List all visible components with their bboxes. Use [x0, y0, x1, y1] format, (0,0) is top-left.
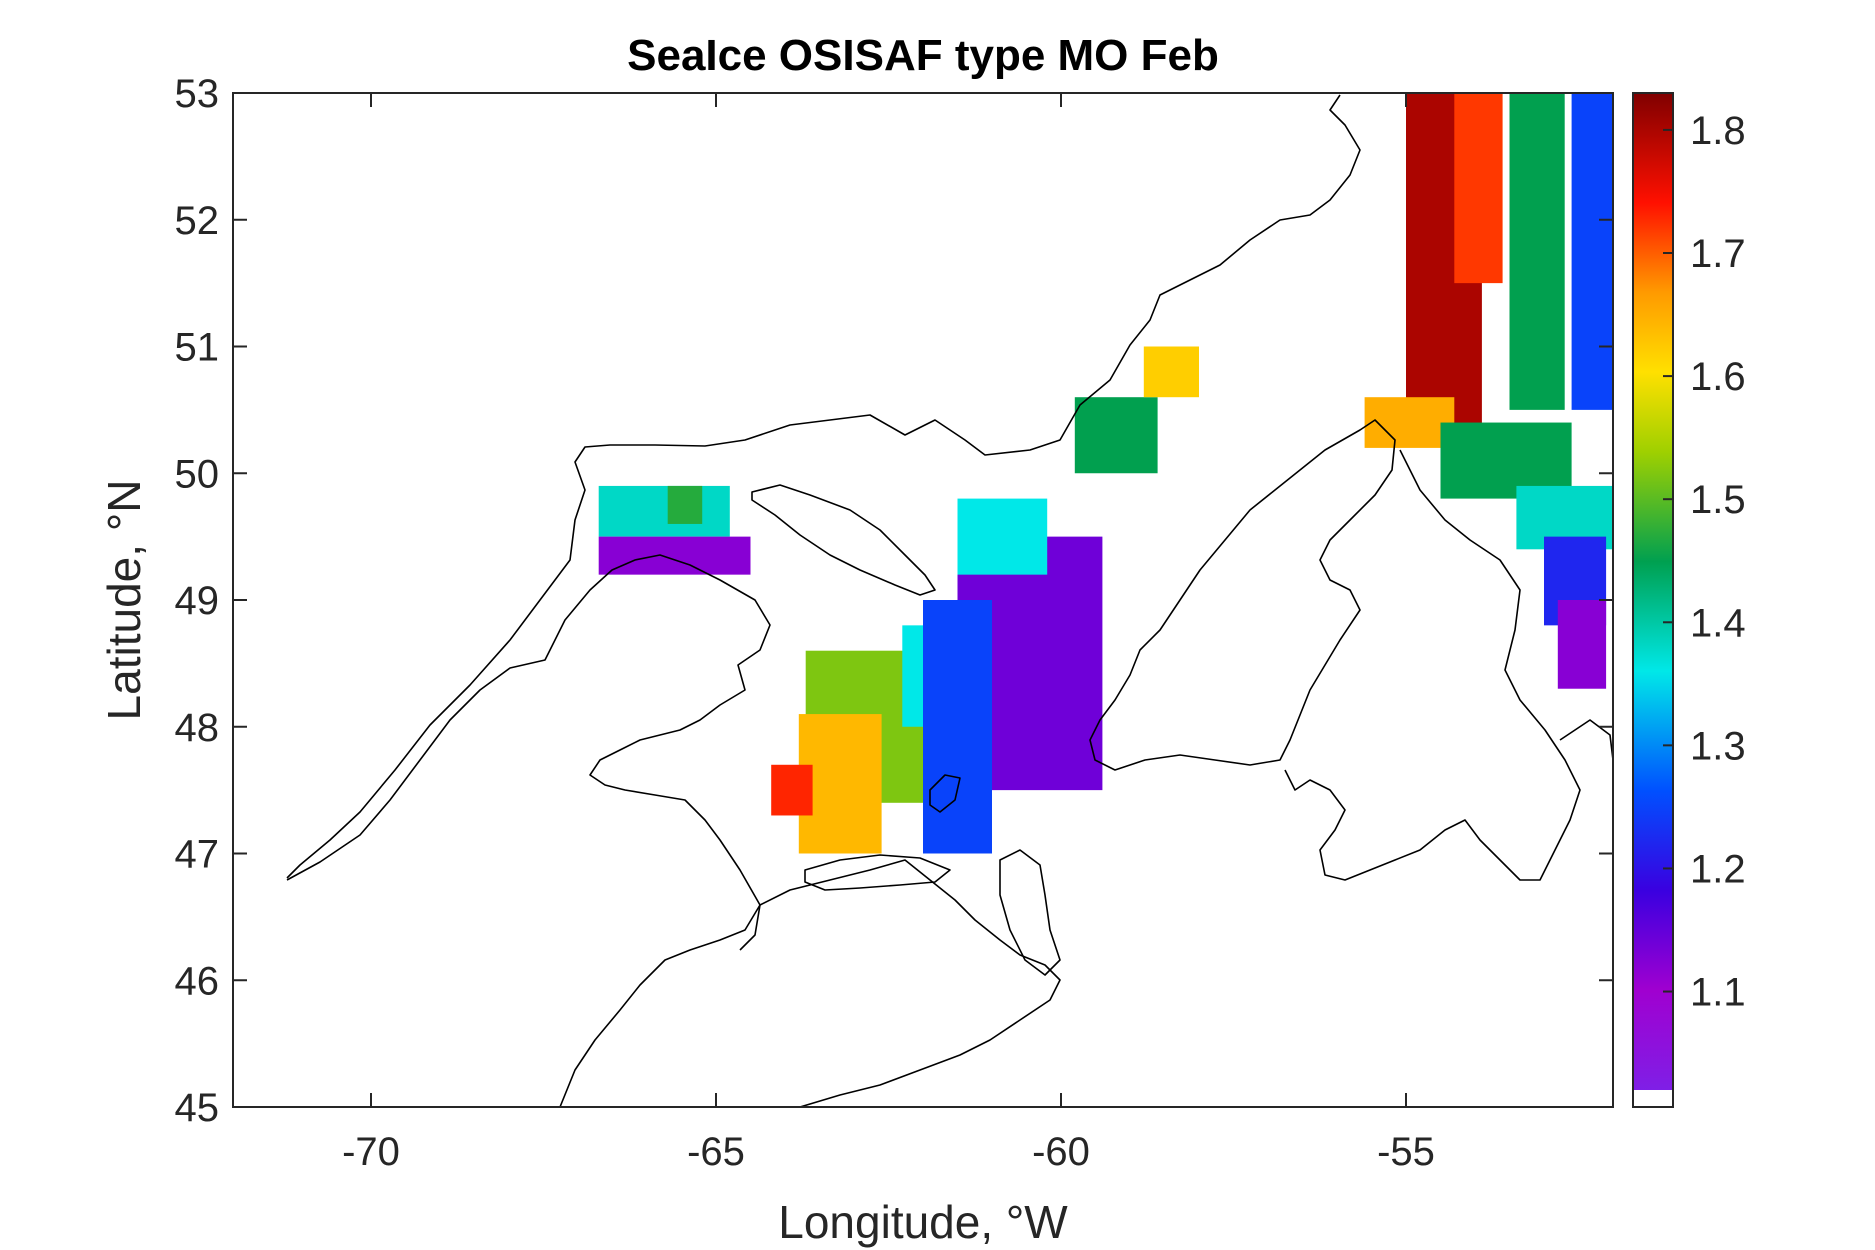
- ice-cell-region: [598, 536, 751, 575]
- colorbar: 1.8 1.7 1.6 1.5 1.4 1.3 1.2 1.1: [1632, 92, 1746, 1108]
- y-axis-title: Latitude, °N: [98, 480, 150, 721]
- x-tick-label: -60: [1032, 1130, 1090, 1174]
- coastline-magdalen: [929, 774, 961, 813]
- coastline-north-shore: [286, 94, 1361, 879]
- y-tick-label: 52: [175, 199, 220, 243]
- y-tick-label: 47: [175, 833, 220, 877]
- colorbar-tick-label: 1.7: [1690, 232, 1746, 276]
- y-tick-label: 45: [175, 1086, 220, 1130]
- ice-cell-region: [1454, 93, 1503, 284]
- colorbar-tick-label: 1.5: [1690, 478, 1746, 522]
- x-tick-label: -70: [342, 1130, 400, 1174]
- colorbar-ticks: 1.8 1.7 1.6 1.5 1.4 1.3 1.2 1.1: [1663, 109, 1746, 1015]
- coastline: [286, 94, 1613, 1107]
- coastline-south-shore: [286, 554, 771, 951]
- colorbar-tick-label: 1.3: [1690, 724, 1746, 768]
- x-axis-ticks: -70 -65 -60 -55: [342, 93, 1435, 1174]
- ice-cell-region: [1509, 93, 1565, 410]
- y-tick-label: 50: [175, 452, 220, 496]
- colorbar-tick-label: 1.4: [1690, 601, 1746, 645]
- coastline-newfoundland: [1089, 419, 1396, 771]
- colorbar-tick-label: 1.6: [1690, 355, 1746, 399]
- y-tick-label: 46: [175, 959, 220, 1003]
- map-plot-area: -70 -65 -60 -55 53 52 51 50 49 48 47 46 45: [175, 72, 1614, 1174]
- colorbar-gradient: [1633, 93, 1673, 1090]
- sea-ice-cells: [598, 93, 1613, 854]
- ice-cell-region: [598, 485, 730, 537]
- ice-cell-region: [1364, 397, 1455, 448]
- coastline-cape-breton: [999, 849, 1061, 976]
- ice-cell-region: [771, 764, 813, 816]
- coastline-pei: [804, 854, 951, 891]
- x-tick-label: -65: [687, 1130, 745, 1174]
- ice-cell-region: [957, 498, 1048, 575]
- colorbar-tick-label: 1.8: [1690, 109, 1746, 153]
- plot-title: SeaIce OSISAF type MO Feb: [627, 31, 1219, 80]
- y-tick-label: 51: [175, 326, 220, 370]
- y-axis-ticks: 53 52 51 50 49 48 47 46 45: [175, 72, 1613, 1130]
- colorbar-tick-label: 1.1: [1690, 971, 1746, 1015]
- ice-cell-region: [923, 600, 992, 854]
- x-tick-label: -55: [1377, 1130, 1435, 1174]
- coastline-newfoundland-east: [1284, 449, 1581, 881]
- colorbar-frame: [1632, 92, 1674, 1108]
- ice-cell-region: [1143, 346, 1199, 398]
- y-tick-label: 48: [175, 706, 220, 750]
- ice-cell-region: [1571, 93, 1613, 410]
- x-axis-title: Longitude, °W: [778, 1196, 1068, 1248]
- colorbar-tick-label: 1.2: [1690, 847, 1746, 891]
- ice-cell-region: [1557, 600, 1607, 689]
- ice-cell-region: [1074, 397, 1158, 474]
- ice-cell-region: [667, 485, 703, 524]
- y-tick-label: 53: [175, 72, 220, 116]
- y-tick-label: 49: [175, 579, 220, 623]
- coastline-maritimes: [559, 859, 1061, 1107]
- coastline-anticosti: [751, 484, 936, 596]
